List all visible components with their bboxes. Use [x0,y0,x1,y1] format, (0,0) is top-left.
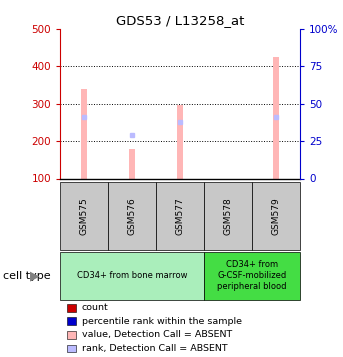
Bar [129,149,135,178]
Text: value, Detection Call = ABSENT: value, Detection Call = ABSENT [82,330,232,340]
Text: ▶: ▶ [29,269,39,282]
Text: GSM578: GSM578 [224,197,233,235]
Bar [81,89,87,178]
Text: percentile rank within the sample: percentile rank within the sample [82,317,241,326]
Text: GSM577: GSM577 [176,197,185,235]
Text: count: count [82,303,108,312]
Text: CD34+ from
G-CSF-mobilized
peripheral blood: CD34+ from G-CSF-mobilized peripheral bl… [217,260,287,291]
Text: GSM579: GSM579 [272,197,281,235]
Text: CD34+ from bone marrow: CD34+ from bone marrow [77,271,187,280]
Text: cell type: cell type [3,271,51,281]
Bar [177,105,183,178]
Text: GSM575: GSM575 [80,197,88,235]
Bar [273,57,279,178]
Text: GSM576: GSM576 [128,197,137,235]
Text: rank, Detection Call = ABSENT: rank, Detection Call = ABSENT [82,344,227,353]
Title: GDS53 / L13258_at: GDS53 / L13258_at [116,14,244,27]
